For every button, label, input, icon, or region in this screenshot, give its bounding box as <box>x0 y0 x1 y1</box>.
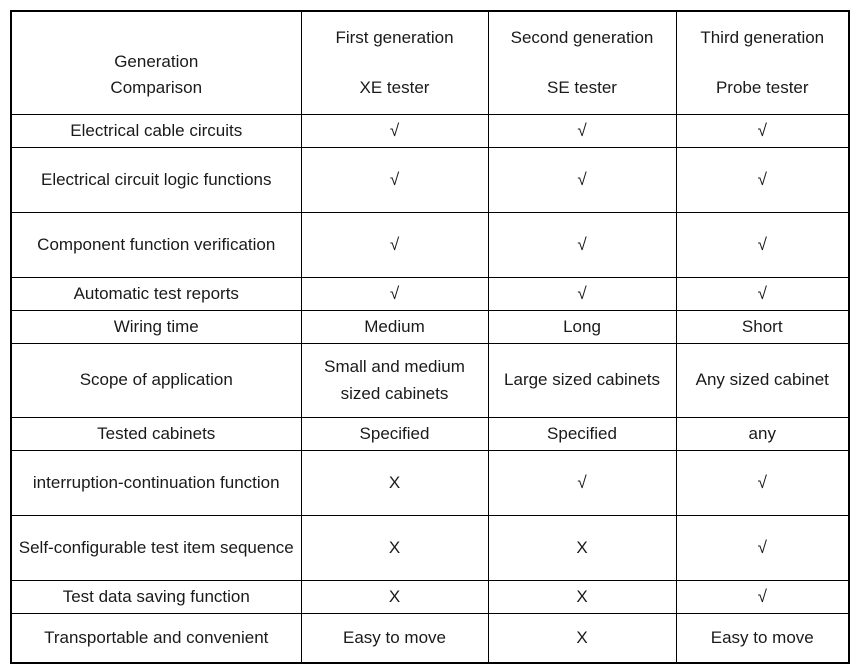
value-cell: Specified <box>300 417 489 451</box>
feature-cell: Scope of application <box>10 343 302 418</box>
corner-header-line2: Comparison <box>110 78 203 97</box>
feature-cell: Automatic test reports <box>10 277 302 311</box>
tester-label: XE tester <box>359 77 430 97</box>
tester-label: SE tester <box>547 77 617 97</box>
value-cell: Short <box>675 310 850 344</box>
column-header-second-generation: Second generation SE tester <box>487 10 677 115</box>
table-row: Scope of application Small and medium si… <box>10 343 850 418</box>
tester-label: Probe tester <box>715 77 809 97</box>
column-header-third-generation: Third generation Probe tester <box>675 10 850 115</box>
table-row: Electrical cable circuits √ √ √ <box>10 114 850 148</box>
comparison-table: Generation Comparison First generation X… <box>10 10 850 664</box>
value-cell: √ <box>487 277 677 311</box>
value-cell: √ <box>300 212 489 278</box>
generation-label: Third generation <box>700 28 825 47</box>
table-row: Component function verification √ √ √ <box>10 212 850 278</box>
value-cell: √ <box>675 515 850 581</box>
value-cell: Small and medium sized cabinets <box>300 343 489 418</box>
generation-label: First generation <box>335 28 454 47</box>
table-row: interruption-continuation function X √ √ <box>10 450 850 516</box>
feature-cell: Component function verification <box>10 212 302 278</box>
value-cell: √ <box>487 450 677 516</box>
value-cell: X <box>300 580 489 614</box>
value-cell: √ <box>487 212 677 278</box>
value-cell: X <box>487 580 677 614</box>
value-cell: Medium <box>300 310 489 344</box>
feature-cell: Transportable and convenient <box>10 613 302 664</box>
feature-cell: Electrical circuit logic functions <box>10 147 302 213</box>
generation-label: Second generation <box>510 28 654 47</box>
feature-cell: Tested cabinets <box>10 417 302 451</box>
corner-header-line1: Generation <box>114 51 199 71</box>
value-cell: √ <box>675 147 850 213</box>
table-row: Automatic test reports √ √ √ <box>10 277 850 311</box>
value-cell: √ <box>675 450 850 516</box>
value-cell: X <box>300 515 489 581</box>
value-cell: X <box>300 450 489 516</box>
value-cell: √ <box>675 114 850 148</box>
value-cell: Any sized cabinet <box>675 343 850 418</box>
feature-cell: interruption-continuation function <box>10 450 302 516</box>
table-row: Test data saving function X X √ <box>10 580 850 614</box>
value-cell: Specified <box>487 417 677 451</box>
value-cell: Large sized cabinets <box>487 343 677 418</box>
value-cell: Easy to move <box>675 613 850 664</box>
value-cell: √ <box>675 580 850 614</box>
feature-cell: Electrical cable circuits <box>10 114 302 148</box>
value-cell: √ <box>675 212 850 278</box>
table-row: Self-configurable test item sequence X X… <box>10 515 850 581</box>
value-cell: √ <box>675 277 850 311</box>
value-cell: √ <box>487 114 677 148</box>
value-cell: any <box>675 417 850 451</box>
feature-cell: Wiring time <box>10 310 302 344</box>
feature-cell: Test data saving function <box>10 580 302 614</box>
value-cell: X <box>487 515 677 581</box>
corner-header-cell: Generation Comparison <box>10 10 302 115</box>
column-header-first-generation: First generation XE tester <box>300 10 489 115</box>
value-cell: √ <box>300 277 489 311</box>
value-cell: √ <box>487 147 677 213</box>
value-cell: √ <box>300 147 489 213</box>
value-cell: √ <box>300 114 489 148</box>
value-cell: X <box>487 613 677 664</box>
table-row: Electrical circuit logic functions √ √ √ <box>10 147 850 213</box>
table-row: Wiring time Medium Long Short <box>10 310 850 344</box>
value-cell: Long <box>487 310 677 344</box>
value-cell: Easy to move <box>300 613 489 664</box>
table-row: Transportable and convenient Easy to mov… <box>10 613 850 664</box>
feature-cell: Self-configurable test item sequence <box>10 515 302 581</box>
header-row: Generation Comparison First generation X… <box>10 10 850 115</box>
table-row: Tested cabinets Specified Specified any <box>10 417 850 451</box>
